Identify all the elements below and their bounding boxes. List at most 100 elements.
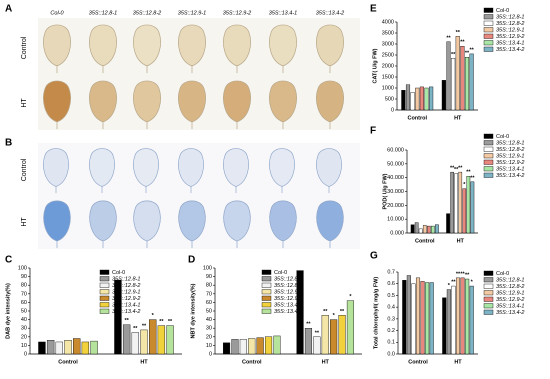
bar: [38, 341, 46, 355]
legend-label: 35S::13.4-1: [274, 302, 302, 308]
bar: [414, 222, 419, 234]
y-tick-label: 20: [206, 334, 212, 340]
y-tick-label: 0.000: [390, 230, 404, 236]
significance: **: [456, 30, 461, 36]
legend-swatch: [99, 308, 110, 314]
legend-swatch: [99, 295, 110, 301]
row-label: Control: [21, 36, 28, 59]
bar: [429, 86, 434, 111]
bar: [402, 280, 407, 355]
bar: [90, 340, 98, 355]
panel-label: G: [370, 251, 378, 262]
bar: [415, 87, 420, 111]
panel-label: A: [5, 4, 12, 15]
bar: [149, 319, 157, 355]
significance: **: [446, 35, 451, 41]
y-tick-label: 40: [21, 317, 27, 323]
y-tick-label: 1500: [382, 74, 394, 80]
legend-label: 35S::12.8-2: [496, 147, 524, 153]
bar: [81, 341, 90, 355]
y-tick-label: 0.5: [387, 293, 395, 299]
bar: [442, 297, 447, 355]
y-tick-label: 0.2: [387, 328, 395, 334]
bar: [446, 213, 450, 234]
y-tick-label: 30: [206, 326, 212, 332]
bar: [466, 176, 471, 234]
legend-label: 35S::12.8-1: [496, 277, 524, 283]
bar: [451, 285, 456, 355]
y-tick-label: 100: [18, 265, 27, 271]
significance: **: [465, 51, 470, 57]
y-tick-label: 30.000: [387, 189, 404, 195]
significance: **: [306, 322, 311, 328]
legend-label: 35S::12.8-2: [112, 283, 140, 289]
y-tick-label: 60.000: [387, 147, 404, 153]
leaf-photos: [38, 18, 360, 249]
y-tick-label: 4000: [382, 19, 394, 25]
legend-label: 35S::12.9-1: [496, 153, 524, 159]
bar: [422, 225, 427, 234]
y-tick-label: 3500: [382, 30, 394, 36]
row-label: Control: [21, 158, 28, 181]
bar: [460, 46, 465, 111]
significance: *: [448, 283, 451, 289]
y-tick-label: 0: [391, 107, 394, 113]
significance: **: [168, 319, 173, 325]
column-header: 35S::13.4-2: [316, 10, 344, 16]
legend-label: 35S::13.4-2: [112, 309, 140, 315]
x-tick-label: HT: [322, 359, 330, 365]
legend-label: Col-0: [496, 271, 509, 277]
significance: **: [451, 52, 456, 58]
row-label: HT: [21, 98, 28, 108]
legend-label: 35S::12.9-1: [496, 27, 524, 33]
bar: [296, 270, 304, 355]
bar: [273, 335, 281, 355]
bar: [425, 282, 430, 355]
bar: [424, 87, 429, 111]
significance: **: [124, 318, 129, 324]
panel-label: C: [5, 255, 12, 266]
significance: **: [323, 309, 328, 315]
significance: *: [349, 294, 352, 300]
bar: [231, 339, 239, 355]
legend-swatch: [99, 269, 110, 275]
row-label: HT: [21, 217, 28, 227]
y-tick-label: 80: [206, 283, 212, 289]
bar: [415, 277, 421, 355]
y-tick-label: 50: [21, 308, 27, 314]
legend-label: 35S::13.4-1: [496, 40, 524, 46]
column-header: 35S::12.8-2: [133, 10, 161, 16]
bar: [411, 283, 416, 355]
y-tick-label: 0.7: [387, 269, 395, 275]
significance: *: [152, 313, 155, 319]
column-header: 35S::13.4-1: [269, 10, 297, 16]
significance: **: [315, 330, 320, 336]
legend-label: 35S::12.8-2: [274, 283, 302, 289]
legend-swatch: [483, 7, 494, 13]
legend-swatch: [99, 289, 110, 295]
legend-swatch: [483, 172, 494, 178]
bar: [446, 41, 451, 111]
y-tick-label: 3000: [382, 41, 394, 47]
legend-label: 35S::12.9-1: [496, 290, 524, 296]
legend-label: 35S::13.4-1: [496, 303, 524, 309]
legend-swatch: [483, 270, 494, 276]
legend-swatch: [483, 296, 494, 302]
bar: [410, 224, 415, 234]
significance: **: [460, 40, 465, 46]
bar: [455, 277, 461, 355]
bar: [321, 315, 329, 355]
bar: [313, 336, 321, 355]
bar: [114, 279, 122, 355]
legend-label: Col-0: [496, 134, 509, 140]
x-tick-label: HT: [454, 115, 462, 121]
legend-label: 35S::13.4-2: [496, 173, 524, 179]
bar: [330, 319, 338, 355]
bar: [464, 57, 470, 111]
y-tick-label: 10: [206, 343, 212, 349]
significance: *: [471, 280, 474, 286]
legend-swatch: [99, 276, 110, 282]
legend-swatch: [483, 159, 494, 165]
legend-swatch: [483, 277, 494, 283]
panel-label: B: [5, 138, 12, 149]
